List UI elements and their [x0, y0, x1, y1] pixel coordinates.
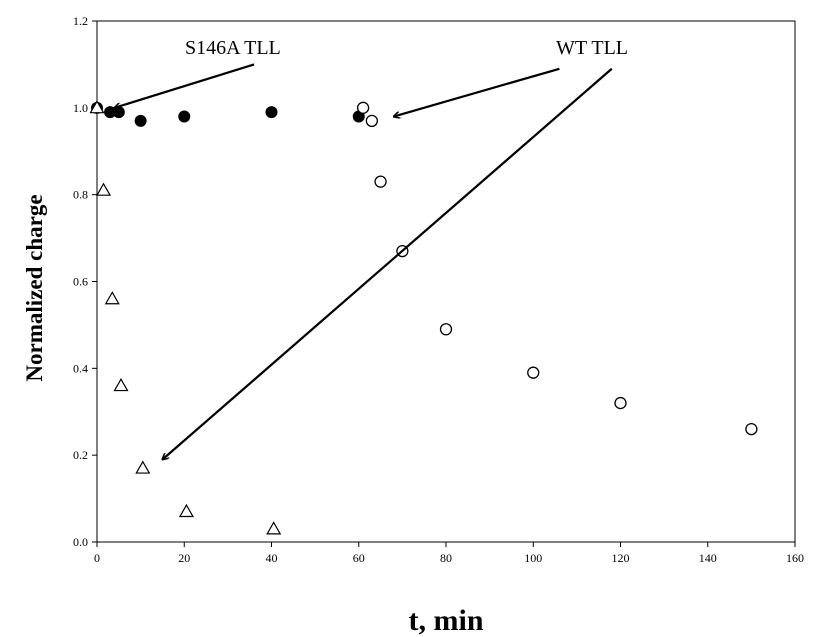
- annotation-arrow: [114, 63, 255, 107]
- data-point: [614, 396, 627, 410]
- x-axis-title: t, min: [409, 604, 484, 637]
- data-point: [527, 366, 540, 379]
- data-point: [134, 114, 147, 127]
- data-point: [89, 100, 105, 114]
- annotation-arrow: [394, 67, 560, 117]
- data-point: [265, 106, 278, 119]
- annotations: [114, 63, 613, 460]
- x-tick-label: 160: [786, 551, 804, 565]
- x-tick-label: 60: [353, 551, 365, 565]
- x-tick-label: 40: [266, 551, 278, 565]
- y-tick-label: 0.4: [73, 361, 88, 375]
- x-tick-label: 0: [94, 551, 100, 565]
- x-tick-label: 20: [178, 551, 190, 565]
- annotation-s146a-label: S146A TLL: [185, 37, 281, 59]
- data-point: [266, 521, 282, 535]
- series-open-triangle: [89, 100, 282, 535]
- y-tick-label: 0.6: [73, 275, 88, 289]
- data-point: [745, 422, 758, 436]
- data-point: [178, 110, 191, 123]
- x-tick-label: 140: [699, 551, 717, 565]
- data-point: [96, 182, 112, 196]
- data-point: [104, 291, 120, 305]
- data-point: [113, 377, 129, 392]
- y-axis-ticks: 0.0 0.2 0.4 0.6 0.8 1.0 1.2: [73, 14, 97, 549]
- x-tick-label: 100: [524, 551, 542, 565]
- data-point: [178, 503, 194, 518]
- annotation-arrow: [162, 67, 613, 460]
- annotation-wt-label: WT TLL: [556, 37, 628, 59]
- y-tick-label: 0.2: [73, 448, 88, 462]
- y-tick-label: 1.0: [73, 101, 88, 115]
- series-filled-circle: [91, 101, 365, 127]
- y-tick-label: 0.8: [73, 188, 88, 202]
- data-point: [365, 114, 378, 128]
- data-point: [135, 460, 151, 474]
- x-tick-label: 80: [440, 551, 452, 565]
- y-axis-title: Normalized charge: [22, 194, 47, 381]
- x-tick-label: 120: [612, 551, 630, 565]
- series-open-circle: [356, 101, 758, 436]
- data-series: [89, 100, 758, 535]
- x-axis-ticks: 0 20 40 60 80 100 120 140 160: [94, 542, 804, 565]
- y-tick-label: 1.2: [73, 14, 88, 28]
- y-tick-label: 0.0: [73, 535, 88, 549]
- data-point: [356, 101, 370, 114]
- data-point: [439, 323, 453, 336]
- data-point: [374, 175, 387, 188]
- plot-area: [96, 20, 796, 543]
